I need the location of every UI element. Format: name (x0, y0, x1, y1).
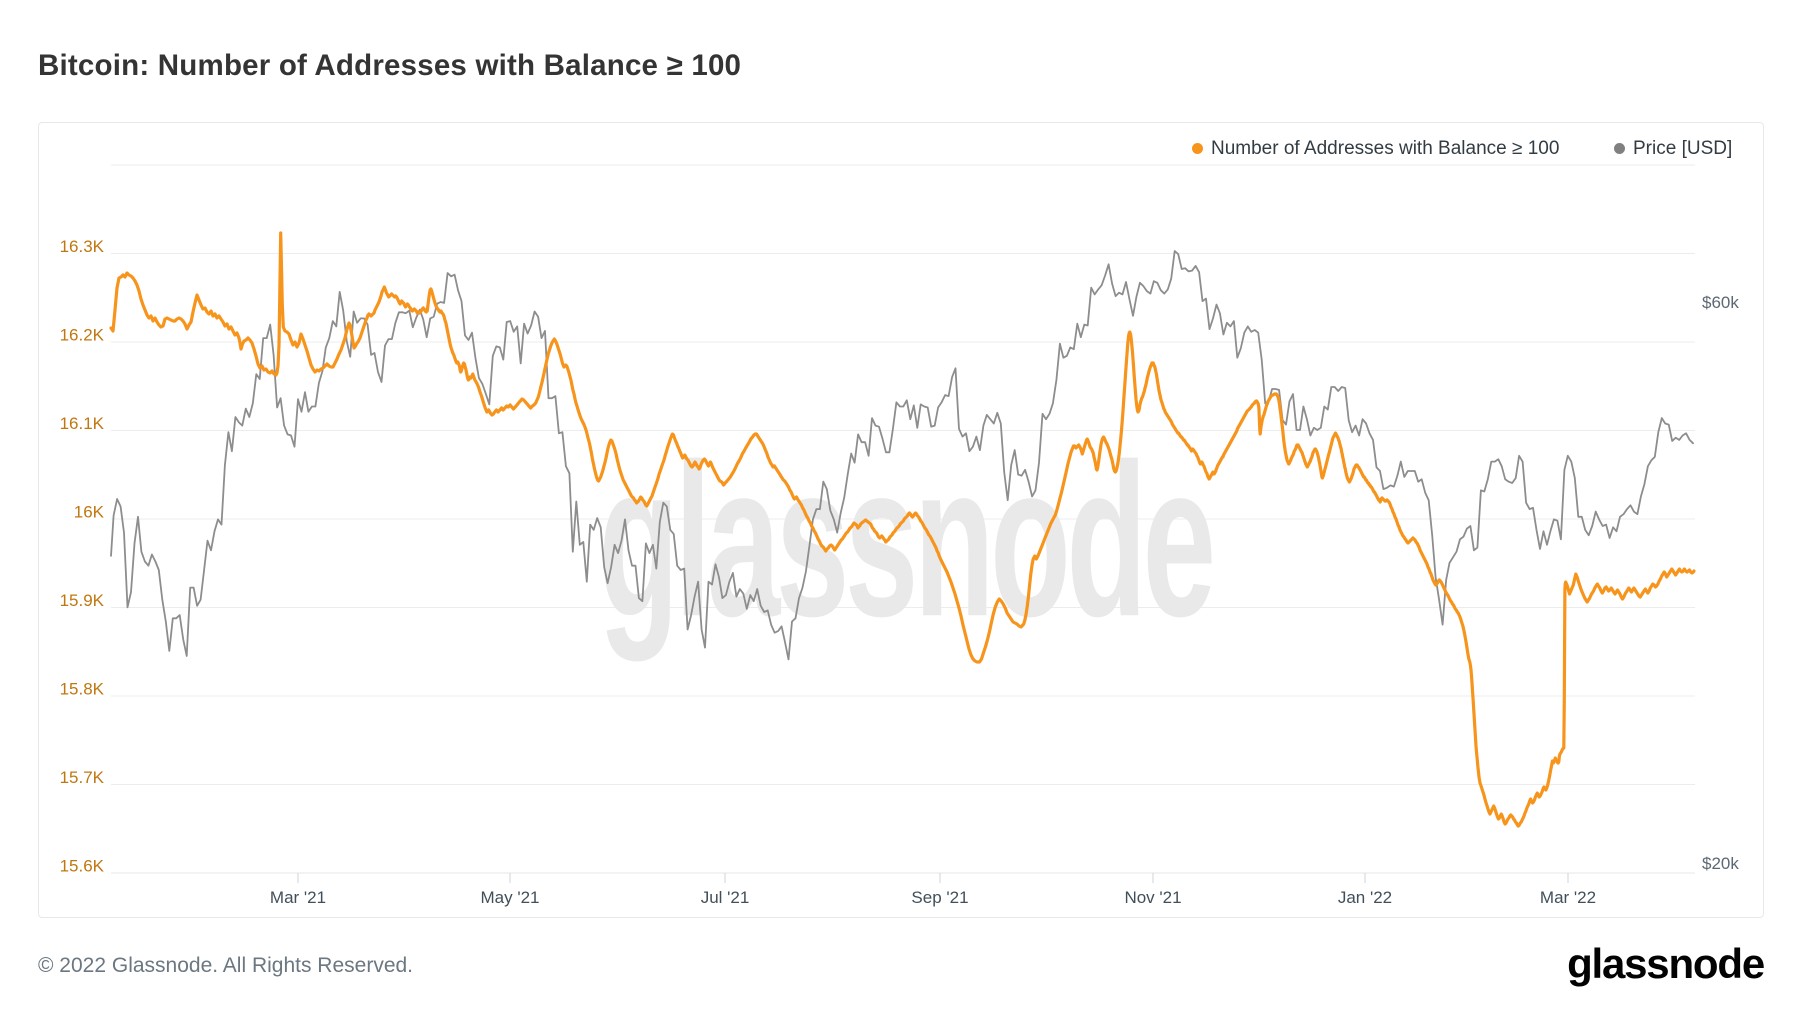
svg-text:$20k: $20k (1702, 854, 1739, 873)
svg-text:$60k: $60k (1702, 293, 1739, 312)
svg-text:Jul '21: Jul '21 (701, 888, 750, 907)
svg-text:Sep '21: Sep '21 (911, 888, 968, 907)
svg-text:Nov '21: Nov '21 (1124, 888, 1181, 907)
svg-text:Mar '21: Mar '21 (270, 888, 326, 907)
svg-text:15.8K: 15.8K (60, 680, 105, 699)
svg-text:Jan '22: Jan '22 (1338, 888, 1392, 907)
svg-text:15.7K: 15.7K (60, 768, 105, 787)
svg-text:16.2K: 16.2K (60, 326, 105, 345)
svg-text:16.1K: 16.1K (60, 414, 105, 433)
svg-text:15.6K: 15.6K (60, 857, 105, 876)
svg-text:16K: 16K (74, 503, 105, 522)
svg-text:15.9K: 15.9K (60, 591, 105, 610)
svg-text:16.3K: 16.3K (60, 237, 105, 256)
svg-text:May '21: May '21 (481, 888, 540, 907)
svg-text:Mar '22: Mar '22 (1540, 888, 1596, 907)
